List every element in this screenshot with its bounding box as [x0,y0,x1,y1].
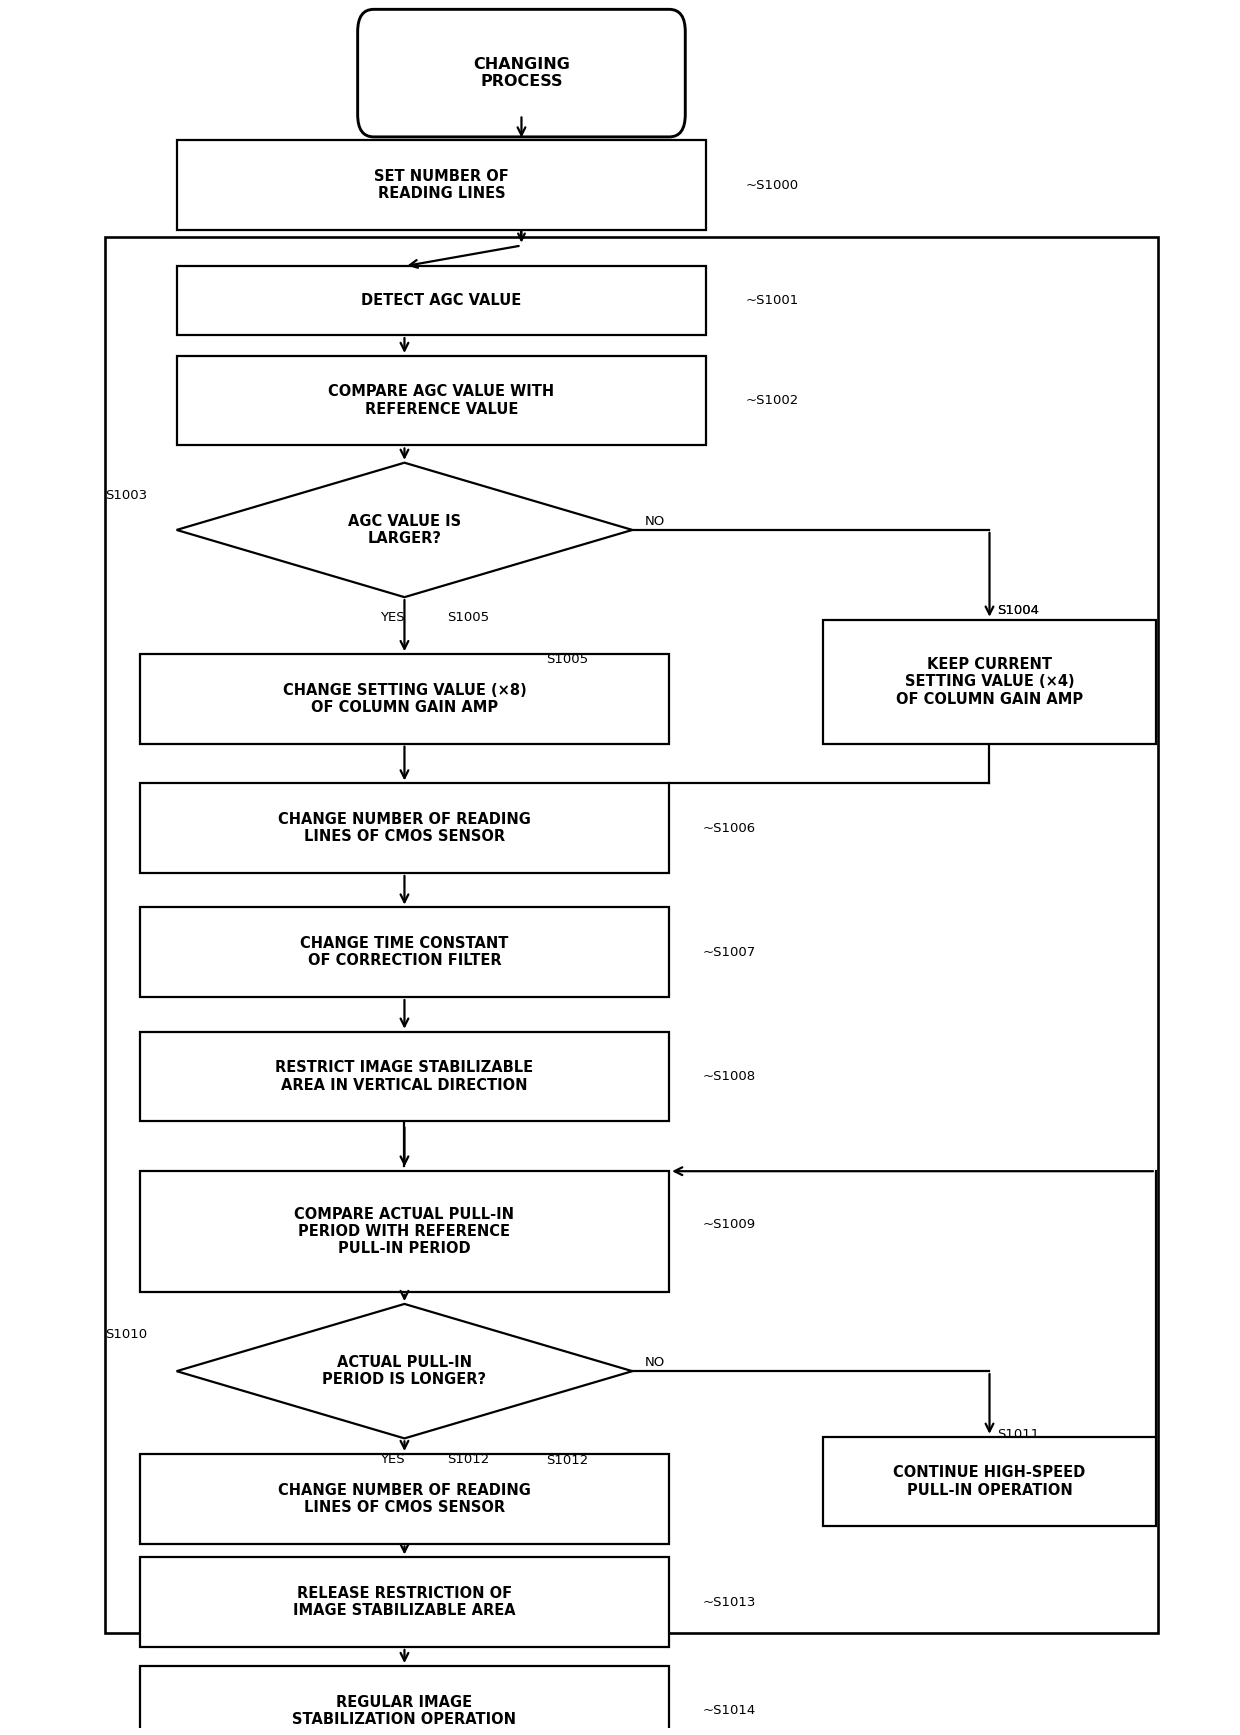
Text: S1004: S1004 [997,604,1039,618]
Text: ~S1014: ~S1014 [703,1704,755,1718]
Polygon shape [176,1305,632,1438]
Bar [176,265,707,335]
Text: CHANGE NUMBER OF READING
LINES OF CMOS SENSOR: CHANGE NUMBER OF READING LINES OF CMOS S… [278,812,531,845]
Text: ~S1001: ~S1001 [745,295,799,307]
Text: S1005: S1005 [546,652,588,666]
Bar [823,1437,1156,1527]
Bar [176,141,707,231]
Text: ~S1000: ~S1000 [745,179,799,191]
Text: S1012: S1012 [546,1454,588,1468]
Text: CONTINUE HIGH-SPEED
PULL-IN OPERATION: CONTINUE HIGH-SPEED PULL-IN OPERATION [893,1466,1086,1497]
Text: S1012: S1012 [448,1452,490,1466]
Text: ~S1013: ~S1013 [703,1596,756,1608]
Text: DETECT AGC VALUE: DETECT AGC VALUE [361,293,522,309]
Text: YES: YES [379,1452,404,1466]
Text: NO: NO [645,1357,665,1369]
Bar [140,654,670,744]
Text: S1004: S1004 [997,604,1039,618]
Text: COMPARE AGC VALUE WITH
REFERENCE VALUE: COMPARE AGC VALUE WITH REFERENCE VALUE [329,385,554,416]
Text: ~S1007: ~S1007 [703,946,755,959]
Bar [140,907,670,998]
Text: YES: YES [379,611,404,625]
Text: ~S1009: ~S1009 [703,1218,755,1232]
Text: S1010: S1010 [105,1329,148,1341]
Text: ACTUAL PULL-IN
PERIOD IS LONGER?: ACTUAL PULL-IN PERIOD IS LONGER? [322,1355,486,1388]
Text: CHANGE TIME CONSTANT
OF CORRECTION FILTER: CHANGE TIME CONSTANT OF CORRECTION FILTE… [300,937,508,968]
Text: S1011: S1011 [997,1428,1039,1442]
FancyBboxPatch shape [357,9,686,137]
Text: CHANGE SETTING VALUE (×8)
OF COLUMN GAIN AMP: CHANGE SETTING VALUE (×8) OF COLUMN GAIN… [283,682,526,715]
Text: COMPARE ACTUAL PULL-IN
PERIOD WITH REFERENCE
PULL-IN PERIOD: COMPARE ACTUAL PULL-IN PERIOD WITH REFER… [294,1206,515,1256]
Text: NO: NO [645,515,665,527]
Bar [140,1558,670,1647]
Text: S1005: S1005 [448,611,490,625]
Bar [140,1454,670,1544]
Text: REGULAR IMAGE
STABILIZATION OPERATION: REGULAR IMAGE STABILIZATION OPERATION [293,1695,516,1726]
Text: CHANGE NUMBER OF READING
LINES OF CMOS SENSOR: CHANGE NUMBER OF READING LINES OF CMOS S… [278,1482,531,1515]
Text: RESTRICT IMAGE STABILIZABLE
AREA IN VERTICAL DIRECTION: RESTRICT IMAGE STABILIZABLE AREA IN VERT… [275,1060,533,1093]
Bar [140,782,670,873]
Text: CHANGING
PROCESS: CHANGING PROCESS [472,57,570,88]
Bar [140,1666,670,1735]
Polygon shape [176,463,632,597]
Text: KEEP CURRENT
SETTING VALUE (×4)
OF COLUMN GAIN AMP: KEEP CURRENT SETTING VALUE (×4) OF COLUM… [897,658,1083,706]
Text: ~S1002: ~S1002 [745,394,799,408]
Text: S1003: S1003 [105,489,148,501]
Text: RELEASE RESTRICTION OF
IMAGE STABILIZABLE AREA: RELEASE RESTRICTION OF IMAGE STABILIZABL… [293,1586,516,1619]
Bar [140,1032,670,1121]
Text: ~S1006: ~S1006 [703,822,755,835]
Text: ~S1008: ~S1008 [703,1070,755,1083]
Text: AGC VALUE IS
LARGER?: AGC VALUE IS LARGER? [348,514,461,547]
Bar [140,1171,670,1293]
Bar [105,238,1158,1633]
Bar [823,619,1156,744]
Text: SET NUMBER OF
READING LINES: SET NUMBER OF READING LINES [374,168,508,201]
Bar [176,356,707,446]
